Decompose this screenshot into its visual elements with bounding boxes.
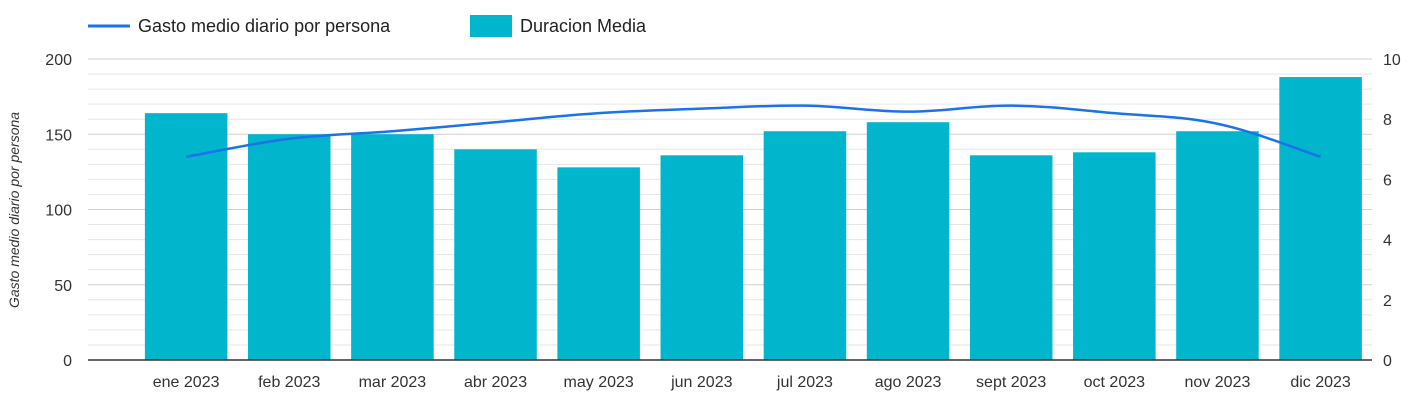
bar-jun-2023 [661,155,744,360]
y-tick-label: 200 [45,52,72,69]
bar-feb-2023 [248,134,331,360]
bar-mar-2023 [351,134,434,360]
bar-oct-2023 [1073,152,1156,360]
x-tick-label: nov 2023 [1185,374,1251,391]
bar-abr-2023 [454,149,537,360]
x-tick-label: ago 2023 [875,374,942,391]
y-tick-label: 0 [63,353,72,370]
legend-bar-label: Duracion Media [520,16,647,36]
y2-tick-label: 2 [1383,293,1392,310]
legend-line-label: Gasto medio diario por persona [138,16,391,36]
x-tick-label: may 2023 [564,374,634,391]
y2-tick-label: 0 [1383,353,1392,370]
bar-sept-2023 [970,155,1053,360]
y2-tick-label: 4 [1383,233,1392,250]
x-tick-label: oct 2023 [1084,374,1145,391]
bar-ago-2023 [867,122,950,360]
y2-tick-label: 8 [1383,112,1392,129]
bar-jul-2023 [764,131,847,360]
y2-tick-label: 10 [1383,52,1401,69]
x-tick-label: jun 2023 [670,374,732,391]
x-tick-label: sept 2023 [976,374,1046,391]
bar-dic-2023 [1279,77,1362,360]
x-tick-label: jul 2023 [776,374,833,391]
y-tick-label: 50 [54,278,72,295]
y-tick-label: 150 [45,127,72,144]
bar-nov-2023 [1176,131,1259,360]
x-tick-label: abr 2023 [464,374,527,391]
y-axis-title: Gasto medio diario por persona [6,112,22,308]
x-tick-label: dic 2023 [1290,374,1351,391]
x-tick-label: mar 2023 [359,374,427,391]
legend-bar-swatch [470,15,512,37]
x-tick-label: feb 2023 [258,374,320,391]
y-tick-label: 100 [45,203,72,220]
bar-may-2023 [557,167,640,360]
legend: Gasto medio diario por persona Duracion … [88,15,647,37]
x-tick-label: ene 2023 [153,374,220,391]
y2-tick-label: 6 [1383,172,1392,189]
